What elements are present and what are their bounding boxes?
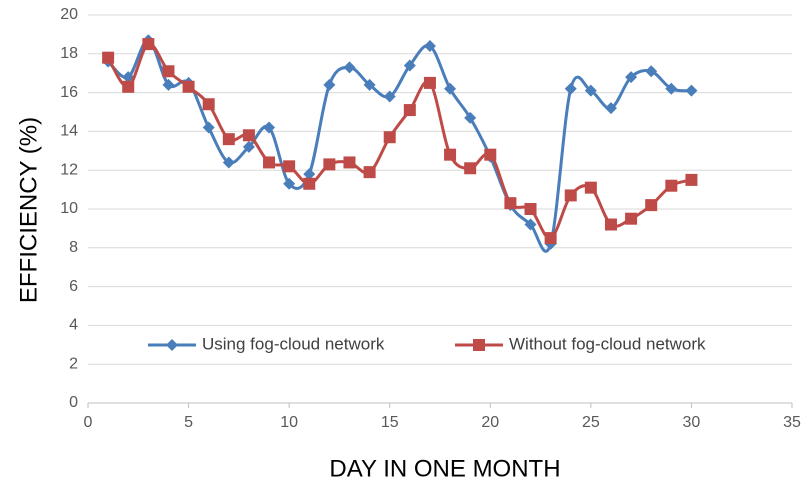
marker-square [383,131,396,144]
marker-square [604,218,617,231]
marker-diamond [222,156,235,169]
legend-label: Without fog-cloud network [509,334,706,353]
marker-square [524,203,537,215]
marker-square [504,197,517,210]
marker-diamond [343,61,356,74]
marker-square [464,162,477,175]
marker-diamond [444,82,457,95]
marker-diamond [625,71,638,84]
marker-square [343,156,356,169]
marker-diamond [162,78,175,91]
marker-square [423,76,436,89]
marker-square [625,212,638,225]
x-tick-label: 0 [84,414,93,431]
x-tick-label: 25 [582,414,600,431]
x-axis-title: DAY IN ONE MONTH [329,455,560,482]
marker-diamond [645,65,658,78]
series-line [107,38,692,253]
marker-square [645,199,658,212]
marker-square [403,104,416,117]
marker-diamond [564,82,577,95]
y-tick-label: 0 [69,394,78,411]
x-tick-label: 5 [184,414,193,431]
marker-diamond [122,71,135,84]
marker-diamond [604,102,617,115]
marker-diamond [383,90,396,103]
marker-diamond [202,121,215,134]
y-tick-label: 2 [69,355,78,372]
marker-square [122,80,135,93]
marker-diamond [403,59,416,72]
marker-diamond [685,84,698,97]
marker-square [665,179,678,192]
marker-diamond [584,84,597,97]
marker-square [162,65,175,78]
y-axis-title: EFFICIENCY (%) [15,117,42,303]
y-tick-label: 12 [60,161,78,178]
x-tick-label: 30 [683,414,701,431]
marker-diamond [166,339,178,351]
marker-diamond [263,121,276,134]
marker-square [323,158,336,171]
marker-square [222,133,235,146]
marker-square [283,160,296,173]
marker-square [484,148,497,161]
y-tick-label: 14 [60,123,78,140]
marker-square [363,166,376,179]
marker-square [102,51,115,64]
marker-square [685,173,698,186]
y-tick-label: 6 [69,278,78,295]
y-tick-label: 20 [60,6,78,23]
marker-diamond [665,82,678,95]
marker-diamond [423,40,436,53]
y-tick-label: 18 [60,45,78,62]
marker-diamond [283,177,296,190]
y-tick-label: 4 [69,317,78,334]
x-tick-label: 35 [783,414,801,431]
x-tick-label: 20 [481,414,499,431]
marker-square [182,80,195,93]
x-tick-label: 10 [280,414,298,431]
marker-square [242,129,255,142]
marker-square [202,98,215,111]
x-tick-label: 15 [381,414,399,431]
marker-square [263,156,276,169]
marker-square [444,148,457,161]
marker-diamond [242,140,255,153]
marker-square [303,177,316,190]
marker-diamond [363,78,376,91]
marker-diamond [303,168,316,181]
marker-square [142,38,155,51]
marker-diamond [464,111,477,124]
marker-diamond [524,218,537,231]
y-tick-label: 8 [69,239,78,256]
legend-label: Using fog-cloud network [202,334,385,353]
y-tick-label: 16 [60,84,78,101]
marker-square [564,189,577,202]
marker-diamond [323,78,336,91]
marker-square [473,339,485,351]
y-tick-label: 10 [60,200,78,217]
marker-square [584,181,597,194]
marker-square [544,232,557,245]
